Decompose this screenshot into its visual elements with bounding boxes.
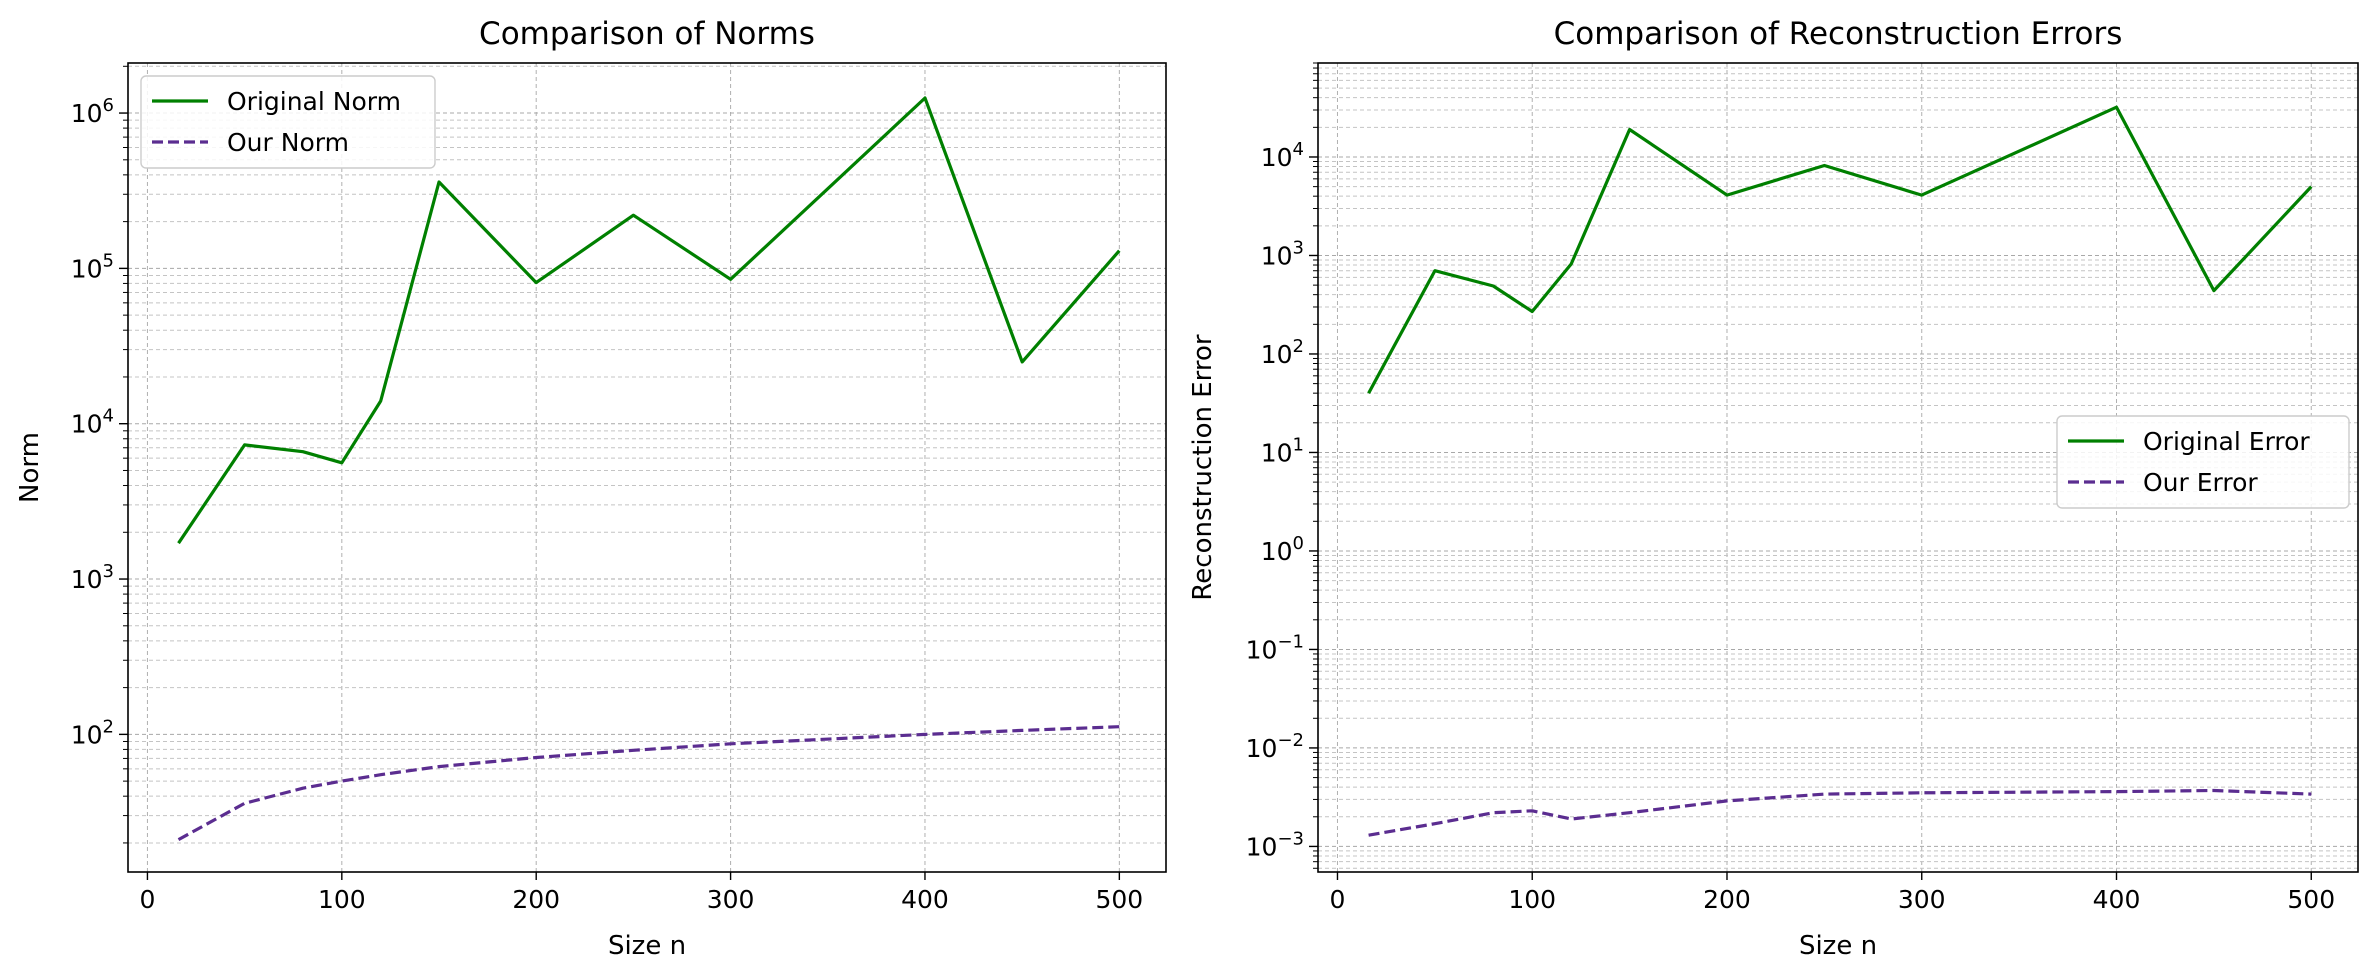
x-tick-label: 0 [1330,885,1346,914]
x-tick-label: 300 [1898,885,1946,914]
legend: Original Error Our Error [2056,415,2350,509]
x-tick-label: 0 [139,885,155,914]
y-tick-label: 105 [71,250,114,283]
legend-label: Our Norm [227,128,349,157]
plot-frame [127,62,1167,873]
x-tick-label: 100 [318,885,366,914]
y-axis-label: Reconstruction Error [1188,334,1218,601]
x-axis-label: Size n [608,931,686,961]
y-tick-label: 106 [71,95,114,128]
y-tick-label: 104 [71,406,114,439]
x-tick-label: 100 [1508,885,1556,914]
x-tick-label: 500 [1095,885,1143,914]
x-tick-label: 500 [2287,885,2335,914]
legend-box [2056,415,2350,509]
x-tick-label: 400 [2093,885,2141,914]
y-tick-label: 10−3 [1246,828,1304,861]
y-tick-label: 103 [1261,237,1304,270]
x-axis-label: Size n [1799,931,1877,961]
legend-box [140,75,436,169]
y-tick-label: 100 [1261,533,1304,566]
y-axis-label: Norm [15,432,45,503]
series-line-2 [1368,788,2312,837]
series-line-1 [1367,105,2313,394]
chart-2: 0 100 200 300 400 500 10−3 10−2 10−1 100 101 102 103… [1188,16,2359,961]
legend-label: Our Error [2143,468,2258,497]
y-tick-label: 104 [1261,139,1304,172]
y-tick-label: 101 [1261,434,1304,467]
x-tick-label: 200 [512,885,560,914]
series-line-1 [177,96,1121,545]
x-tick-label: 200 [1703,885,1751,914]
y-tick-label: 102 [1261,336,1304,369]
legend: Original Norm Our Norm [140,75,436,169]
legend-label: Original Norm [227,87,401,116]
x-tick-label: 300 [707,885,755,914]
y-tick-label: 10−1 [1246,631,1304,664]
y-tick-label: 102 [71,716,114,749]
y-tick-label: 10−2 [1246,730,1304,763]
x-tick-label: 400 [901,885,949,914]
y-tick-label: 103 [71,561,114,594]
chart-title: Comparison of Norms [479,16,815,52]
chart-1: 0 100 200 300 400 500 102 103 104 105 106 Compariso… [15,16,1167,961]
chart-title: Comparison of Reconstruction Errors [1554,16,2123,52]
legend-label: Original Error [2143,427,2310,456]
series-line-2 [177,725,1120,842]
grid [128,63,1166,872]
